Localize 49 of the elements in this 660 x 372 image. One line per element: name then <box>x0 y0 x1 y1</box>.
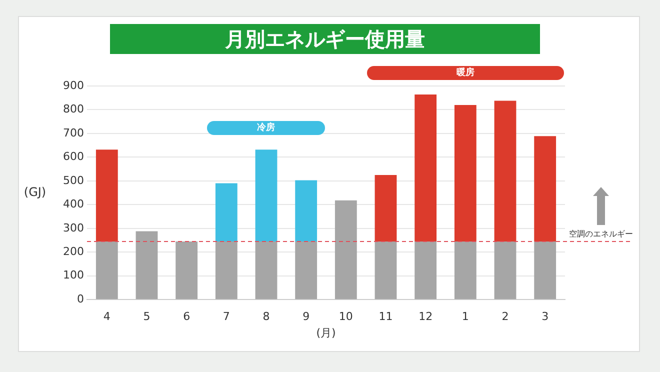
bar <box>374 241 397 300</box>
x-tick-label: 6 <box>183 310 190 324</box>
ref-line-label: 空調のエネルギー <box>569 230 633 239</box>
bar <box>215 241 238 300</box>
rounded-tag: 冷房 <box>207 120 326 135</box>
x-tick-label: 4 <box>103 310 110 324</box>
rounded-tag: 暖房 <box>366 66 564 80</box>
bar <box>414 94 437 242</box>
x-tick-label: 3 <box>542 310 549 324</box>
x-tick-label: 8 <box>262 310 270 324</box>
bar <box>494 100 516 242</box>
x-tick-label: 1 <box>462 310 469 324</box>
bar <box>295 241 318 300</box>
bar <box>96 150 118 242</box>
bar <box>414 241 437 300</box>
bar <box>454 241 476 300</box>
x-tick-label: 12 <box>418 310 433 324</box>
x-tick-label: 11 <box>378 310 393 324</box>
y-tick-label: 900 <box>62 78 84 92</box>
y-tick-label: 600 <box>62 150 84 164</box>
bar <box>374 175 397 242</box>
y-tick-label: 700 <box>62 126 84 140</box>
y-tick-label: 400 <box>62 198 84 211</box>
bar <box>136 231 158 300</box>
bar <box>295 180 318 242</box>
y-axis-title: (GJ) <box>24 184 46 199</box>
y-tick-label: 800 <box>62 102 84 116</box>
x-tick-label: 10 <box>338 310 353 324</box>
x-tick-label: 2 <box>502 310 509 324</box>
x-tick-label: 9 <box>302 310 310 324</box>
bar <box>454 104 476 242</box>
x-tick-label: 5 <box>143 310 150 324</box>
y-tick-label: 300 <box>62 221 84 234</box>
y-tick-label: 200 <box>62 244 84 258</box>
bar <box>215 183 238 242</box>
bar <box>255 150 278 242</box>
chart-title: 月別エネルギー使用量 <box>110 24 540 54</box>
bar <box>334 200 357 300</box>
y-tick-label: 500 <box>62 174 84 187</box>
x-axis-title: (月) <box>316 326 336 340</box>
x-tick-label: 7 <box>222 310 230 324</box>
bar <box>534 136 556 242</box>
bar <box>96 241 118 300</box>
bar <box>534 241 556 300</box>
bar <box>176 241 198 300</box>
y-tick-label: 100 <box>62 268 84 282</box>
bar <box>255 241 278 300</box>
y-tick-label: 0 <box>76 292 84 306</box>
bar <box>494 241 516 300</box>
